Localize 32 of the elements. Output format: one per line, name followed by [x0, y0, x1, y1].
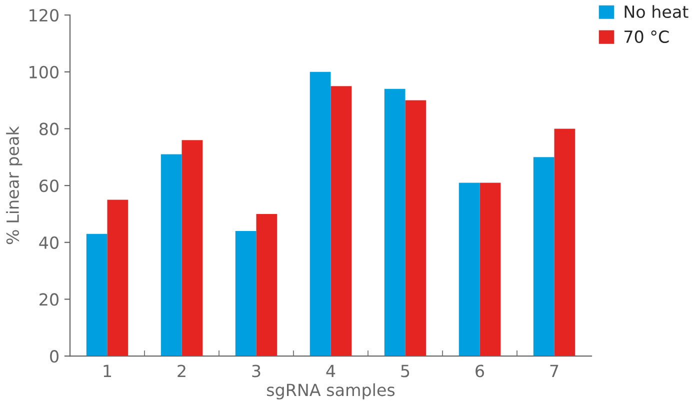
x-tick-label: 1 [104, 364, 112, 378]
bar [458, 182, 480, 356]
x-tick-label: 4 [326, 364, 336, 378]
bar [554, 128, 576, 356]
legend-label: 70 °C [624, 30, 669, 44]
x-axis-title: sgRNA samples [267, 383, 395, 400]
legend-label: No heat [624, 5, 688, 18]
bar [86, 234, 108, 356]
bar [160, 154, 182, 356]
x-tick-label: 7 [550, 364, 558, 378]
x-tick-label: 3 [252, 364, 260, 378]
bar [107, 200, 128, 356]
bar [480, 182, 501, 356]
y-tick-label: 60 [40, 180, 58, 192]
x-tick-label: 5 [401, 364, 410, 378]
y-axis-title: % Linear peak [6, 126, 22, 244]
bar [310, 72, 331, 356]
y-tick-label: 80 [40, 122, 58, 136]
y-tick-label: 20 [40, 293, 58, 306]
bar [182, 140, 203, 356]
y-tick-label: 40 [39, 236, 58, 249]
x-tick-label: 6 [476, 364, 484, 378]
bar [235, 231, 256, 356]
bar [533, 157, 554, 356]
y-tick-label: 120 [30, 8, 58, 22]
y-tick-label: 100 [30, 66, 58, 78]
bar [330, 86, 352, 356]
bar [256, 214, 278, 356]
bar [405, 100, 426, 356]
y-tick-label: 0 [50, 350, 58, 363]
bar [384, 88, 406, 356]
x-tick-label: 2 [178, 364, 186, 378]
